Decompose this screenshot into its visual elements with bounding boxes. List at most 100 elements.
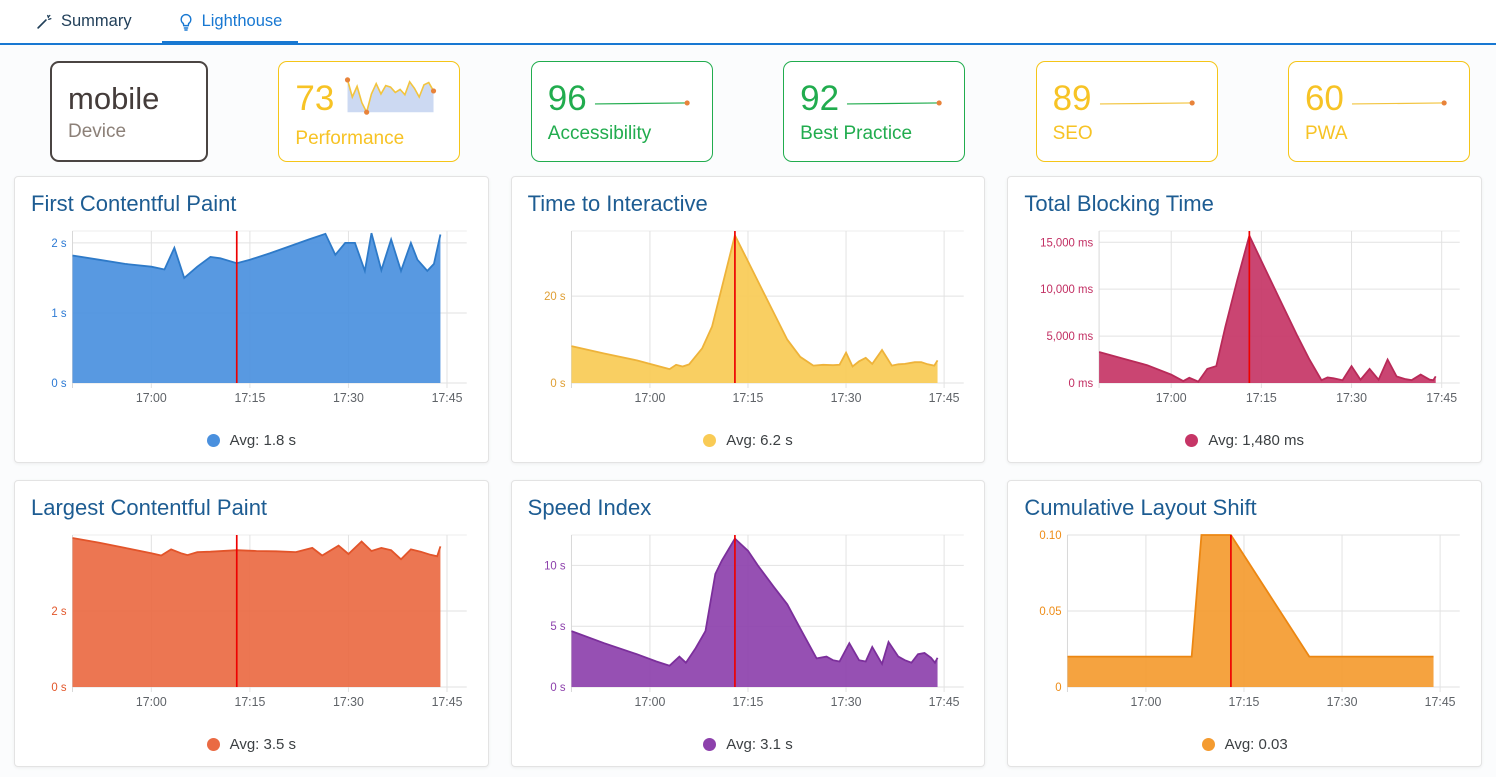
legend-avg-label: Avg: 6.2 s (726, 432, 793, 449)
legend-dot-icon (703, 738, 717, 751)
y-axis-label: 2 s (51, 238, 66, 250)
area-series (1067, 535, 1434, 687)
sparkline-dot (1441, 99, 1447, 106)
sparkline-dot (345, 76, 351, 82)
score-label: Device (68, 120, 127, 142)
chart-title: Time to Interactive (527, 191, 708, 216)
score-value: 60 (1304, 78, 1344, 118)
tab-bar: Summary Lighthouse (0, 0, 1496, 45)
legend-avg-label: Avg: 0.03 (1224, 736, 1288, 753)
chart-card-largest-contentful-paint: Largest Contentful Paint 2 s 0 s 17:00 17:15… (14, 480, 489, 767)
x-axis-label: 17:00 (634, 391, 665, 405)
x-axis-label: 17:45 (928, 695, 959, 709)
performance-trend-sparkline (345, 76, 437, 115)
y-axis-label: 5 s (550, 621, 565, 633)
legend-dot-icon (703, 434, 717, 447)
y-axis-label: 0.10 (1040, 530, 1062, 542)
x-axis-label: 17:00 (136, 391, 167, 405)
score-label: Best Practice (800, 122, 913, 144)
score-card-pwa: 60 PWA (1287, 61, 1470, 162)
legend-dot-icon (206, 738, 220, 751)
chart-grid: First Contentful Paint 2 s 1 s 0 s 17:00 17:1… (0, 174, 1496, 775)
score-trend-sparkline (847, 99, 942, 106)
x-axis-label: 17:45 (432, 695, 463, 709)
score-value: 73 (295, 78, 335, 118)
chart-title: Largest Contentful Paint (31, 495, 268, 520)
area-series (72, 538, 441, 687)
series-line (570, 537, 938, 667)
x-axis-label: 17:45 (1427, 391, 1458, 405)
sparkline-line (1351, 101, 1445, 105)
y-axis-label: 2 s (51, 606, 66, 618)
x-axis-label: 17:15 (732, 391, 763, 405)
x-axis-label: 17:15 (1229, 695, 1260, 709)
series-line (72, 232, 442, 280)
legend-avg-label: Avg: 1.8 s (229, 432, 297, 449)
y-axis-label: 0 ms (1069, 378, 1094, 390)
score-value: 89 (1052, 78, 1092, 118)
y-axis-label: 5,000 ms (1047, 331, 1094, 343)
chart-card-total-blocking-time: Total Blocking Time 15,000 ms 10,000 ms 5,0… (1007, 176, 1482, 463)
x-axis-label: 17:30 (333, 695, 364, 709)
chart-card-time-to-interactive: Time to Interactive 20 s 0 s 17:00 17:15 17:3… (510, 176, 986, 463)
y-axis-label: 0 s (51, 682, 66, 694)
score-label: Accessibility (547, 122, 652, 144)
legend-avg-label: Avg: 3.1 s (726, 736, 793, 753)
tab-lighthouse-label: Lighthouse (201, 12, 283, 30)
area-series (571, 235, 938, 383)
tab-lighthouse[interactable]: Lighthouse (161, 0, 299, 45)
y-axis-label: 0.05 (1040, 606, 1062, 618)
series-line (1099, 233, 1437, 383)
x-axis-label: 17:00 (136, 695, 167, 709)
tab-summary-label: Summary (61, 12, 132, 30)
chart-title: First Contentful Paint (31, 191, 237, 216)
series-line (1067, 534, 1434, 658)
score-label: Performance (295, 127, 405, 149)
chart-card-cumulative-layout-shift: Cumulative Layout Shift 0.10 0.05 0 17:00 17:… (1007, 480, 1482, 767)
time-series-plot: 2 s 1 s 0 s 17:00 17:15 17:30 17:45 (51, 230, 467, 405)
score-value: 92 (800, 78, 840, 118)
score-card-best-practice: 92 Best Practice (783, 61, 966, 162)
x-axis-label: 17:45 (928, 391, 959, 405)
score-trend-sparkline (1099, 99, 1195, 106)
time-series-plot: 20 s 0 s 17:00 17:15 17:30 17:45 (544, 230, 964, 405)
score-label: PWA (1304, 122, 1348, 144)
legend-dot-icon (206, 434, 220, 447)
chart-legend: Avg: 1,480 ms (1024, 432, 1465, 449)
x-axis-label: 17:00 (634, 695, 665, 709)
time-series-plot: 2 s 0 s 17:00 17:15 17:30 17:45 (51, 534, 467, 709)
x-axis-label: 17:15 (234, 695, 265, 709)
x-axis-label: 17:30 (830, 391, 861, 405)
time-series-plot: 0.10 0.05 0 17:00 17:15 17:30 17:45 (1040, 530, 1461, 709)
x-axis-label: 17:30 (333, 391, 364, 405)
y-axis-label: 0 s (550, 682, 565, 694)
score-trend-sparkline (1351, 99, 1447, 106)
legend-avg-label: Avg: 1,480 ms (1208, 432, 1304, 449)
score-card-accessibility: 96 Accessibility (530, 61, 713, 162)
tab-summary[interactable]: Summary (30, 0, 138, 43)
chart-title: Total Blocking Time (1024, 191, 1214, 216)
chart-legend: Avg: 0.03 (1024, 736, 1465, 753)
y-axis-label: 0 (1056, 682, 1062, 694)
score-value: 96 (547, 78, 587, 118)
score-card-row: mobile Device 73 Performance 96 Accessibility… (0, 45, 1496, 174)
time-series-plot: 10 s 5 s 0 s 17:00 17:15 17:30 17:45 (544, 534, 964, 709)
y-axis-label: 10 s (544, 560, 566, 572)
score-card-performance: 73 Performance (278, 61, 461, 162)
chart-card-first-contentful-paint: First Contentful Paint 2 s 1 s 0 s 17:00 17:1… (14, 176, 489, 463)
series-line (72, 537, 442, 561)
x-axis-label: 17:30 (1336, 391, 1367, 405)
sparkline-dot (364, 109, 370, 115)
sparkline-dot (431, 87, 437, 94)
score-label: SEO (1052, 122, 1093, 144)
y-axis-label: 15,000 ms (1040, 237, 1093, 249)
area-series (1099, 235, 1437, 383)
chart-title: Cumulative Layout Shift (1024, 495, 1257, 520)
x-axis-label: 17:15 (1246, 391, 1277, 405)
chart-legend: Avg: 3.1 s (528, 736, 969, 753)
x-axis-label: 17:15 (234, 391, 265, 405)
score-value: mobile (68, 80, 160, 116)
legend-dot-icon (1201, 738, 1215, 751)
x-axis-label: 17:00 (1156, 391, 1187, 405)
x-axis-label: 17:45 (432, 391, 463, 405)
